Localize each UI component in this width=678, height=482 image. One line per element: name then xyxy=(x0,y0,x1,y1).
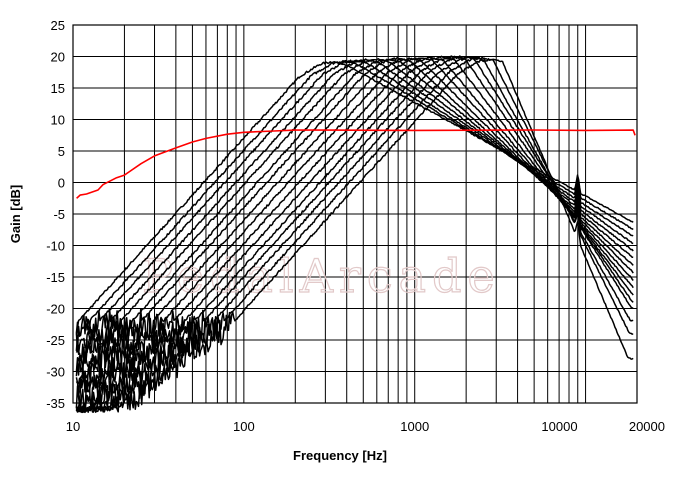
y-tick-label: 0 xyxy=(58,176,65,191)
bandpass-curve xyxy=(75,58,634,414)
y-axis-title: Gain [dB] xyxy=(8,185,23,244)
y-tick-label: -20 xyxy=(46,302,65,317)
bandpass-curve xyxy=(75,56,634,409)
y-tick-label: -35 xyxy=(46,396,65,411)
reference-curve xyxy=(76,129,636,199)
x-tick-labels: 10 100 1000 10000 20000 xyxy=(66,419,665,434)
y-tick-label: 15 xyxy=(51,81,65,96)
x-tick-label: 20000 xyxy=(629,419,665,434)
plot-frame xyxy=(72,24,638,404)
x-tick-label: 10 xyxy=(66,419,80,434)
y-tick-label: -30 xyxy=(46,365,65,380)
bandpass-curve xyxy=(75,56,634,414)
bandpass-curve xyxy=(75,61,634,335)
x-axis-title: Frequency [Hz] xyxy=(293,448,387,463)
x-tick-label: 10000 xyxy=(541,419,577,434)
series-layer xyxy=(75,55,636,414)
y-tick-label: -10 xyxy=(46,239,65,254)
y-tick-labels: 25 20 15 10 5 0 -5 -10 -15 -20 -25 -30 -35 xyxy=(46,18,65,411)
y-tick-label: 20 xyxy=(51,50,65,65)
y-tick-label: -5 xyxy=(53,207,65,222)
bandpass-curve xyxy=(75,55,634,413)
y-tick-label: -15 xyxy=(46,270,65,285)
y-tick-label: 25 xyxy=(51,18,65,33)
y-tick-label: 10 xyxy=(51,113,65,128)
x-tick-label: 1000 xyxy=(400,419,429,434)
y-tick-label: 5 xyxy=(58,144,65,159)
bandpass-curve xyxy=(75,56,634,414)
grid-lines xyxy=(72,24,638,404)
watermark-text: PedalArcade xyxy=(142,249,501,303)
x-tick-label: 100 xyxy=(233,419,255,434)
y-tick-label: -25 xyxy=(46,333,65,348)
bandpass-curve xyxy=(75,57,634,394)
bandpass-curve xyxy=(75,57,634,386)
